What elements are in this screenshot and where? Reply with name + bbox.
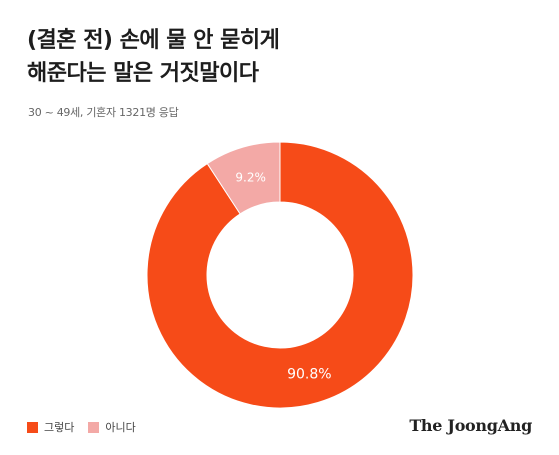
legend-item-no: 아니다	[88, 419, 136, 435]
value-label-no: 9.2%	[235, 170, 266, 184]
brand-logo: The JoongAng	[409, 416, 532, 435]
legend-item-yes: 그렇다	[27, 419, 74, 435]
donut-slice-yes	[146, 141, 414, 409]
legend: 그렇다 아니다	[27, 419, 136, 435]
legend-swatch-yes	[27, 421, 38, 433]
legend-label-yes: 그렇다	[44, 421, 75, 434]
title-line-2: 해준다는 말은 거짓말이다	[27, 61, 259, 86]
legend-swatch-no	[88, 421, 100, 433]
title-line-1: (결혼 전) 손에 물 안 묻히게	[27, 28, 280, 53]
value-label-yes: 90.8%	[287, 367, 331, 383]
donut-slice-no	[206, 141, 281, 215]
chart-subtitle: 30 ~ 49세, 기혼자 1321명 응답	[28, 106, 179, 119]
chart-title: (결혼 전) 손에 물 안 묻히게 해준다는 말은 거짓말이다	[27, 24, 280, 90]
legend-label-no: 아니다	[105, 421, 136, 434]
